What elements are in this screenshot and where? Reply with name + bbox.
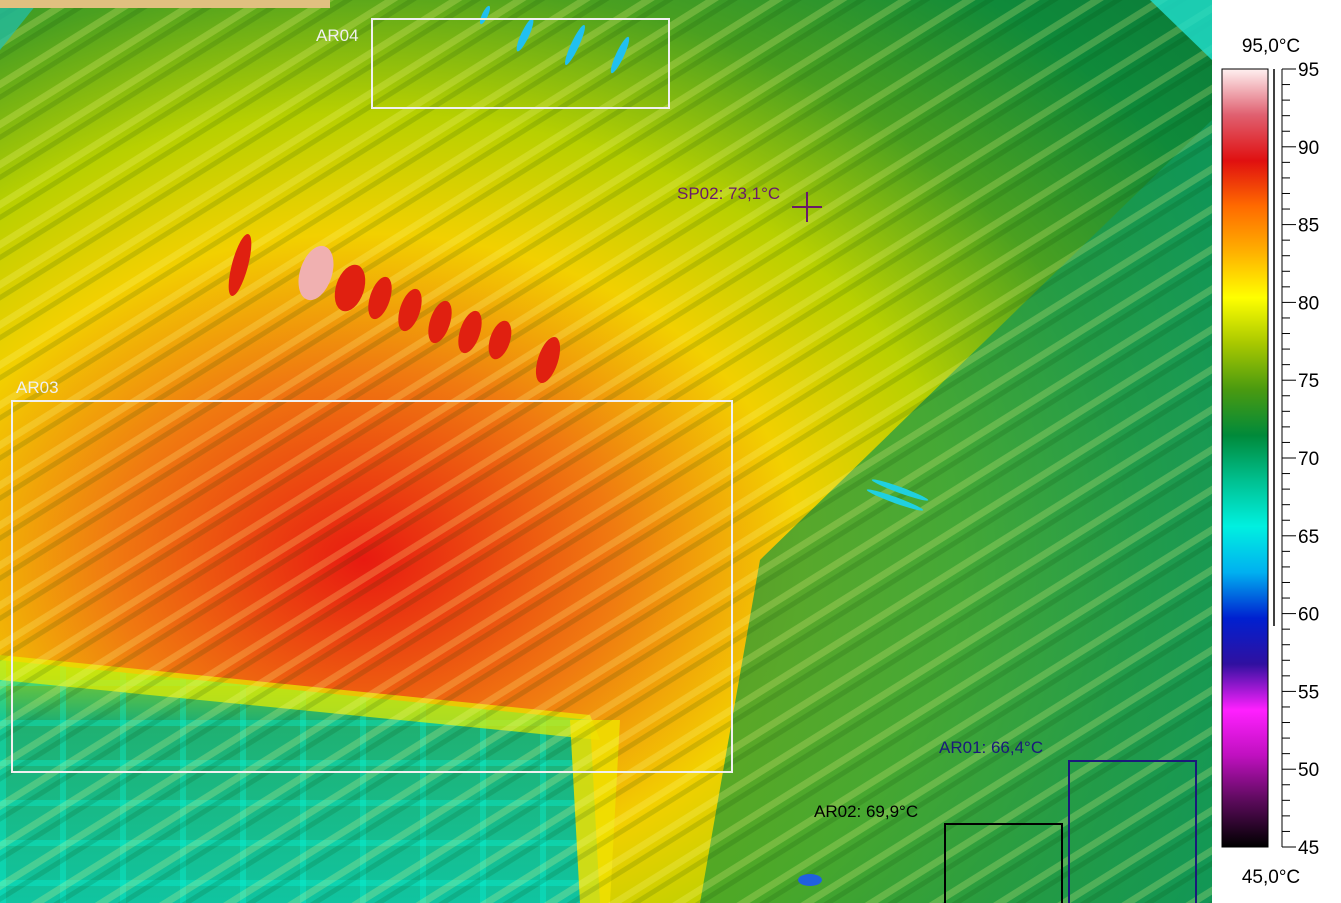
scale-tick-label: 55: [1298, 682, 1319, 703]
scale-ticks: 95 90 85 80 75 70 65 60 55 50 45: [1281, 60, 1319, 859]
scale-max-label: 95,0°C: [1242, 36, 1300, 57]
region-ar03[interactable]: AR03: [11, 378, 733, 773]
region-ar01-label: AR01: 66,4°C: [939, 738, 1043, 757]
scale-tick-label: 85: [1298, 216, 1319, 237]
region-ar04-label: AR04: [316, 26, 359, 45]
scale-tick-label: 65: [1298, 527, 1319, 548]
thermal-image: AR04 AR03 AR02: 69,9°C AR01: 66,4°C SP02…: [0, 0, 1212, 903]
scale-tick-label: 60: [1298, 605, 1319, 626]
scale-tick-label: 45: [1298, 838, 1319, 859]
scale-min-label: 45,0°C: [1242, 867, 1300, 888]
region-ar02[interactable]: AR02: 69,9°C: [814, 802, 1063, 903]
scale-tick-label: 70: [1298, 449, 1319, 470]
region-ar02-label: AR02: 69,9°C: [814, 802, 918, 821]
spot-sp02-label: SP02: 73,1°C: [677, 184, 780, 203]
scale-tick-label: 75: [1298, 371, 1319, 392]
scale-tick-label: 90: [1298, 138, 1319, 159]
region-ar03-label: AR03: [16, 378, 59, 397]
hot-spots: [228, 234, 561, 384]
region-ar01[interactable]: AR01: 66,4°C: [939, 738, 1197, 903]
region-ar04[interactable]: AR04: [316, 18, 670, 109]
scale-tick-label: 95: [1298, 60, 1319, 81]
scale-tick-label: 80: [1298, 293, 1319, 314]
spot-sp02[interactable]: SP02: 73,1°C: [677, 184, 822, 222]
scale-tick-label: 50: [1298, 760, 1319, 781]
temperature-scale: 95,0°C 95 90 85 80 75 70 65 60 55 50 45 45,0°C: [1221, 36, 1319, 888]
color-bar: [1221, 68, 1269, 848]
